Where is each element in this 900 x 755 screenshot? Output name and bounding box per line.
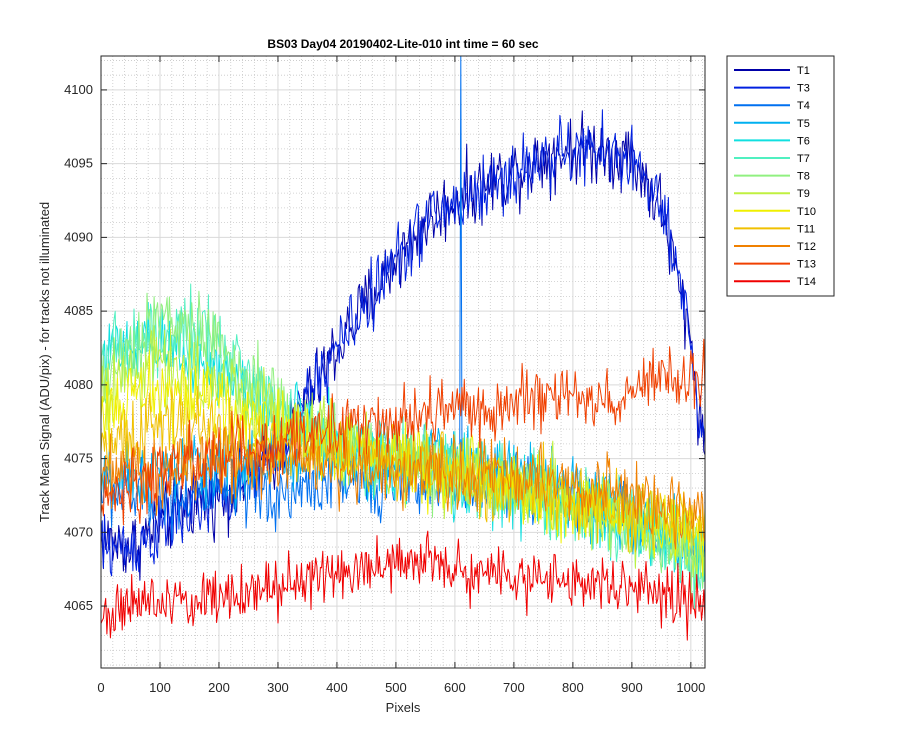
series-line-t3 [101,109,705,577]
chart-title: BS03 Day04 20190402-Lite-010 int time = … [267,37,538,51]
legend-label-t12: T12 [797,241,816,253]
x-tick-label: 200 [208,680,230,695]
x-tick-label: 800 [562,680,584,695]
legend-label-t14: T14 [797,276,816,288]
x-axis-label: Pixels [386,700,421,715]
y-tick-label: 4070 [64,524,93,539]
series-line-t14 [101,530,705,641]
legend-label-t6: T6 [797,135,810,147]
legend-label-t4: T4 [797,100,810,112]
x-tick-label: 400 [326,680,348,695]
legend-label-t5: T5 [797,118,810,130]
x-tick-label: 900 [621,680,643,695]
x-tick-label: 700 [503,680,525,695]
legend-label-t10: T10 [797,206,816,218]
x-tick-label: 300 [267,680,289,695]
legend-label-t1: T1 [797,65,810,77]
y-tick-label: 4065 [64,598,93,613]
x-tick-label: 1000 [676,680,705,695]
y-tick-label: 4100 [64,82,93,97]
legend-label-t11: T11 [797,223,815,235]
y-axis-label: Track Mean Signal (ADU/pix) - for tracks… [37,202,52,522]
y-tick-label: 4090 [64,229,93,244]
legend-label-t13: T13 [797,259,816,271]
x-tick-label: 600 [444,680,466,695]
legend-label-t8: T8 [797,171,810,183]
y-tick-label: 4080 [64,377,93,392]
y-tick-label: 4095 [64,156,93,171]
y-axis-ticks: 4065 4070 4075 4080 4085 4090 4095 4100 [64,82,705,613]
legend: T1 T3 T4 T5 T6 T7 T8 T9 T10 T11 T12 T13 T14 [726,55,835,297]
x-axis-ticks: 0 100 200 300 400 500 600 700 800 900 1000 [97,56,705,695]
x-tick-label: 100 [149,680,171,695]
axes-box [100,55,706,669]
x-tick-label: 500 [385,680,407,695]
series-line-t13 [101,338,705,526]
series-layer [101,56,705,641]
legend-label-t9: T9 [797,188,810,200]
legend-label-t3: T3 [797,83,810,95]
legend-label-t7: T7 [797,153,810,165]
series-line-t6 [101,302,705,589]
x-tick-label: 0 [97,680,104,695]
y-tick-label: 4075 [64,451,93,466]
series-line-t12 [101,424,705,550]
y-tick-label: 4085 [64,303,93,318]
